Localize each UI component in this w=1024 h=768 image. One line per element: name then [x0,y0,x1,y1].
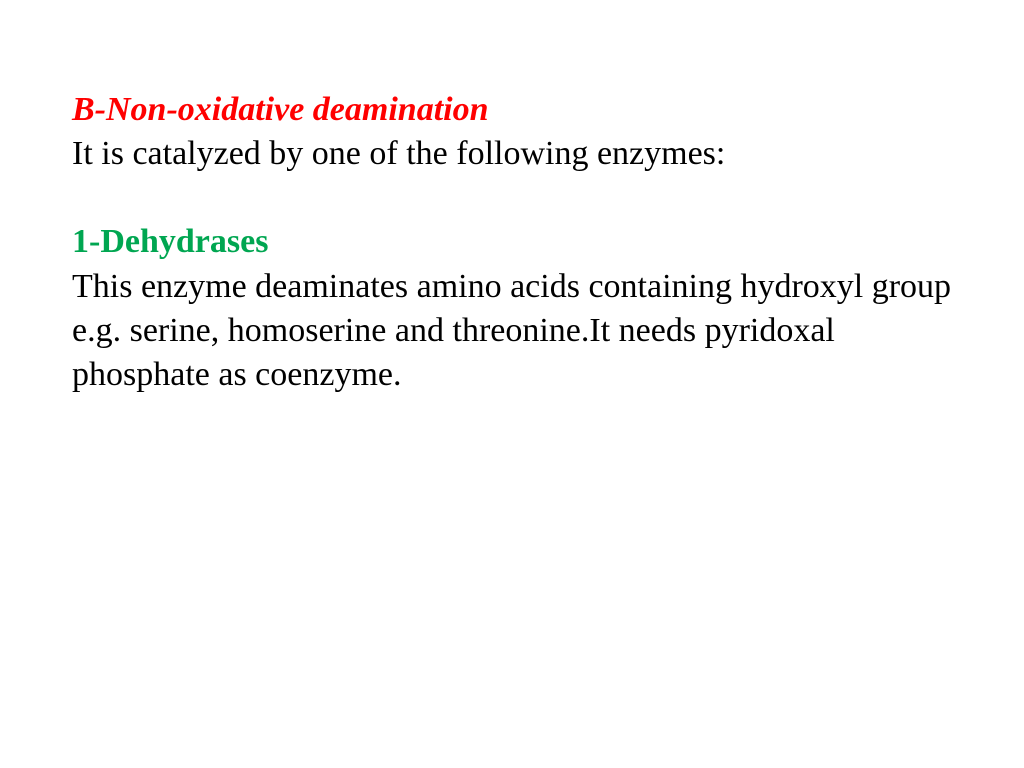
slide-content: B-Non-oxidative deamination It is cataly… [72,88,952,397]
body-paragraph: This enzyme deaminates amino acids conta… [72,265,952,398]
intro-text: It is catalyzed by one of the following … [72,132,952,176]
subheading: 1-Dehydrases [72,220,952,264]
paragraph-spacer [72,176,952,220]
main-heading: B-Non-oxidative deamination [72,88,952,132]
